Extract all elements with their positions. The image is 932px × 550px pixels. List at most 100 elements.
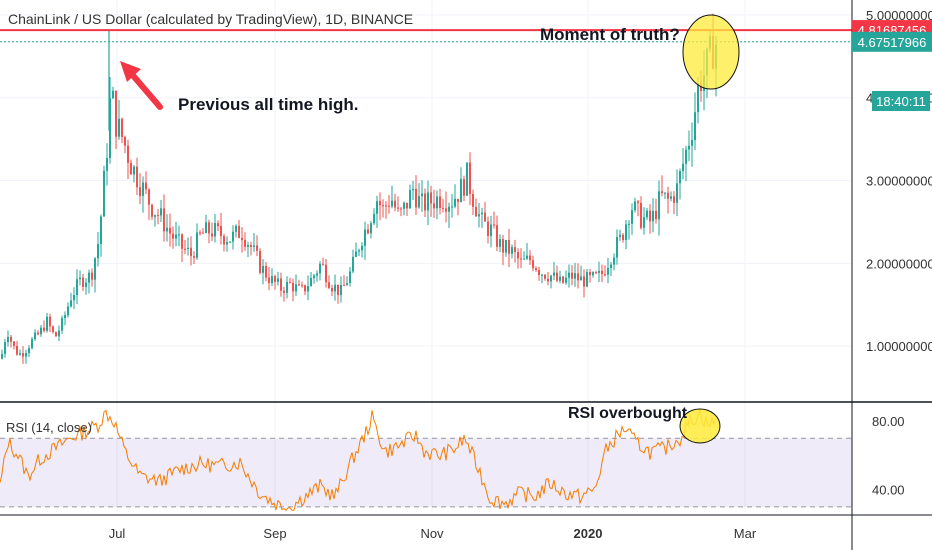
candle-body [673, 196, 675, 203]
candle-body [322, 263, 324, 265]
candle-body [247, 245, 249, 247]
candle-body [169, 227, 171, 234]
candle-body [127, 145, 129, 163]
candle-body [25, 353, 27, 357]
candle-body [424, 193, 426, 211]
candle-body [655, 210, 657, 220]
candle-body [352, 256, 354, 272]
levels [0, 29, 932, 43]
candle-body [37, 332, 39, 335]
candle-body [142, 182, 144, 196]
candle-body [688, 145, 690, 150]
candle-body [280, 278, 282, 291]
candle-body [595, 272, 597, 274]
candle-body [151, 204, 153, 217]
time-tick-label: Nov [420, 526, 444, 541]
candle-body [43, 327, 45, 331]
candle-body [694, 112, 696, 141]
candle-body [52, 326, 54, 333]
candle-body [124, 136, 126, 146]
candle-body [40, 327, 42, 335]
countdown-tag [872, 91, 930, 111]
candle-body [520, 258, 522, 260]
candle-body [70, 300, 72, 307]
candle-body [13, 341, 15, 346]
candle-body [625, 224, 627, 241]
candle-body [379, 201, 381, 206]
candle-body [535, 268, 537, 271]
candle-body [421, 193, 423, 197]
candle-body [73, 294, 75, 301]
time-tick-label: 2020 [574, 526, 603, 541]
candle-body [277, 278, 279, 282]
candle-body [163, 208, 165, 232]
candle-body [496, 225, 498, 247]
candle-body [22, 353, 24, 357]
candle-body [367, 229, 369, 234]
candle-body [481, 212, 483, 215]
candle-body [634, 201, 636, 211]
candle-body [148, 189, 150, 205]
candle-body [652, 210, 654, 222]
candle-body [154, 215, 156, 217]
candle-body [490, 224, 492, 236]
candle-body [511, 247, 513, 254]
rsi-line-group [0, 408, 717, 512]
candle-body [397, 207, 399, 209]
candle-body [55, 332, 57, 337]
candle-body [82, 277, 84, 287]
rsi-tick-label: 40.00 [872, 483, 905, 498]
rsi-label: RSI (14, close) [6, 420, 92, 435]
candle-body [250, 245, 252, 247]
candle-body [319, 263, 321, 274]
candle-body [601, 270, 603, 275]
candle-body [649, 210, 651, 222]
candle-body [532, 260, 534, 269]
candle-body [172, 233, 174, 239]
candle-body [19, 353, 21, 355]
countdown-label: 18:40:11 [876, 94, 926, 109]
candle-body [475, 206, 477, 217]
candle-body [586, 271, 588, 287]
candle-body [592, 272, 594, 276]
candle-body [226, 242, 228, 245]
candle-body [157, 215, 159, 217]
candle-body [691, 140, 693, 146]
candle-body [286, 281, 288, 293]
candle-body [460, 179, 462, 203]
candle-body [217, 223, 219, 227]
candle-body [16, 345, 18, 355]
candle-body [454, 198, 456, 207]
candle-body [331, 288, 333, 292]
candle-body [220, 226, 222, 237]
candle-body [298, 284, 300, 286]
candle-body [505, 239, 507, 253]
previous-high-annotation: Previous all time high. [178, 95, 358, 114]
candle-body [439, 196, 441, 208]
candle-body [184, 248, 186, 250]
candle-body [193, 256, 195, 258]
candle-body [478, 214, 480, 217]
candle-body [238, 225, 240, 238]
price-tick-label: 5.00000000 [866, 8, 932, 23]
candle-body [301, 285, 303, 287]
last-price-label: 4.67517966 [858, 35, 927, 50]
candle-body [166, 227, 168, 232]
candle-body [415, 188, 417, 208]
candle-body [289, 281, 291, 283]
annotation-layer: Previous all time high. Moment of truth?… [6, 11, 740, 444]
last-price-tag [852, 31, 932, 52]
candle-body [346, 283, 348, 286]
candle-body [517, 252, 519, 259]
candle-body [304, 285, 306, 292]
candle-body [499, 239, 501, 247]
candle-body [568, 272, 570, 278]
candle-body [337, 284, 339, 295]
candle-body [31, 339, 33, 349]
rsi-tick-label: 80.00 [872, 414, 905, 429]
candle-body [199, 232, 201, 234]
candle-body [409, 190, 411, 209]
candle-body [325, 264, 327, 283]
candle-body [565, 277, 567, 283]
